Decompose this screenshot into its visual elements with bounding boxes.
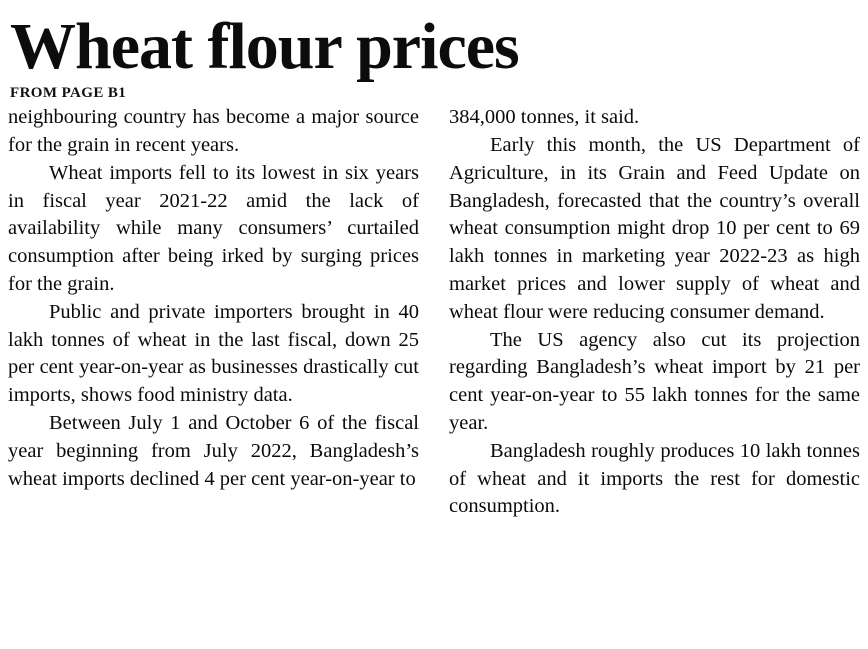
article-title: Wheat flour prices bbox=[10, 10, 520, 83]
paragraph: neighbouring country has become a major … bbox=[8, 106, 419, 157]
article-body: neighbouring country has become a major … bbox=[8, 104, 860, 521]
paragraph: Early this month, the US Department of A… bbox=[449, 134, 860, 323]
right-column: 384,000 tonnes, it said. Early this mont… bbox=[449, 104, 860, 521]
paragraph: 384,000 tonnes, it said. bbox=[449, 106, 640, 129]
paragraph: The US agency also cut its projection re… bbox=[449, 328, 860, 435]
paragraph: Bangladesh roughly produces 10 lakh tonn… bbox=[449, 439, 860, 518]
paragraph: Between July 1 and October 6 of the fisc… bbox=[8, 412, 419, 490]
paragraph: Public and private importers brought in … bbox=[8, 300, 419, 407]
left-column: neighbouring country has become a major … bbox=[8, 104, 419, 521]
continuation-kicker: FROM PAGE B1 bbox=[10, 85, 127, 102]
paragraph: Wheat imports fell to its lowest in six … bbox=[8, 161, 419, 296]
